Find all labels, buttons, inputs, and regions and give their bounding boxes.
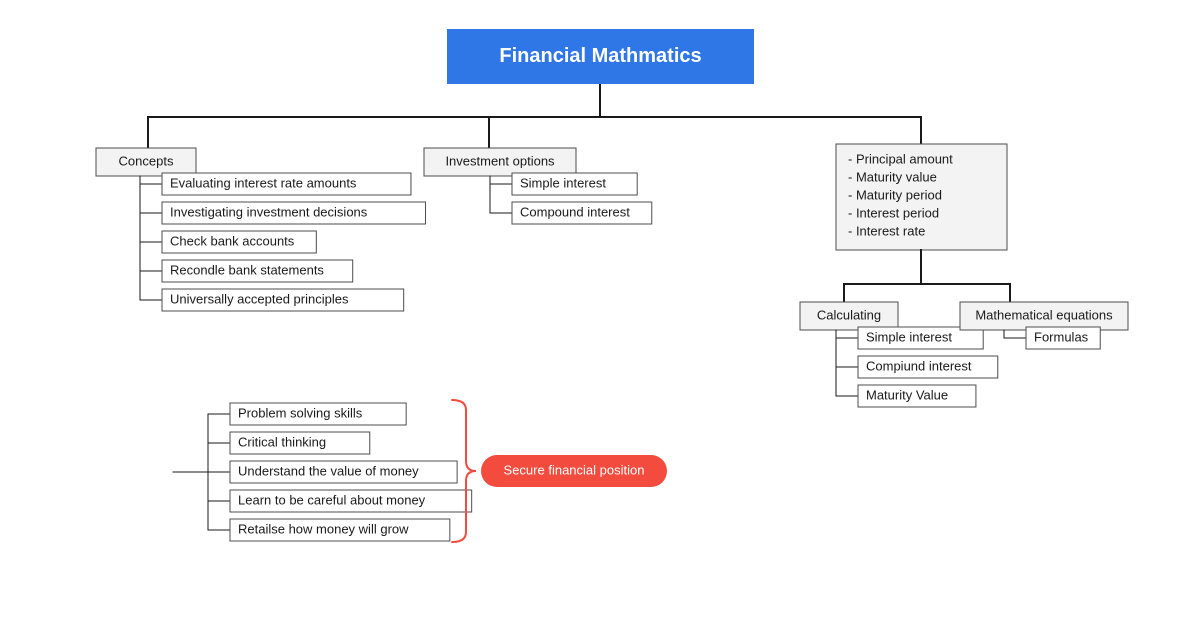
mathEq-item-0: Formulas [1034,329,1089,344]
invest-box: Investment options [445,153,555,168]
terms-line-2: - Maturity period [848,187,942,202]
concepts-item-3: Recondle bank statements [170,262,324,277]
calculating-item-1: Compiund interest [866,358,972,373]
invest-item-0: Simple interest [520,175,606,190]
skills-item-1: Critical thinking [238,434,326,449]
concepts-item-0: Evaluating interest rate amounts [170,175,357,190]
calculating-box: Calculating [817,307,881,322]
root-title: Financial Mathmatics [499,45,701,67]
concepts-item-4: Universally accepted principles [170,291,349,306]
calculating-item-0: Simple interest [866,329,952,344]
skills-item-2: Understand the value of money [238,463,419,478]
concepts-box: Concepts [119,153,174,168]
terms-line-1: - Maturity value [848,169,937,184]
skills-item-0: Problem solving skills [238,405,363,420]
terms-line-0: - Principal amount [848,151,953,166]
terms-line-3: - Interest period [848,205,939,220]
terms-line-4: - Interest rate [848,223,925,238]
calculating-item-2: Maturity Value [866,387,948,402]
concepts-item-2: Check bank accounts [170,233,295,248]
invest-item-1: Compound interest [520,204,630,219]
skills-item-4: Retailse how money will grow [238,521,409,536]
concepts-item-1: Investigating investment decisions [170,204,368,219]
secure-pill: Secure financial position [504,462,645,477]
mathEq-box: Mathematical equations [975,307,1113,322]
skills-item-3: Learn to be careful about money [238,492,426,507]
